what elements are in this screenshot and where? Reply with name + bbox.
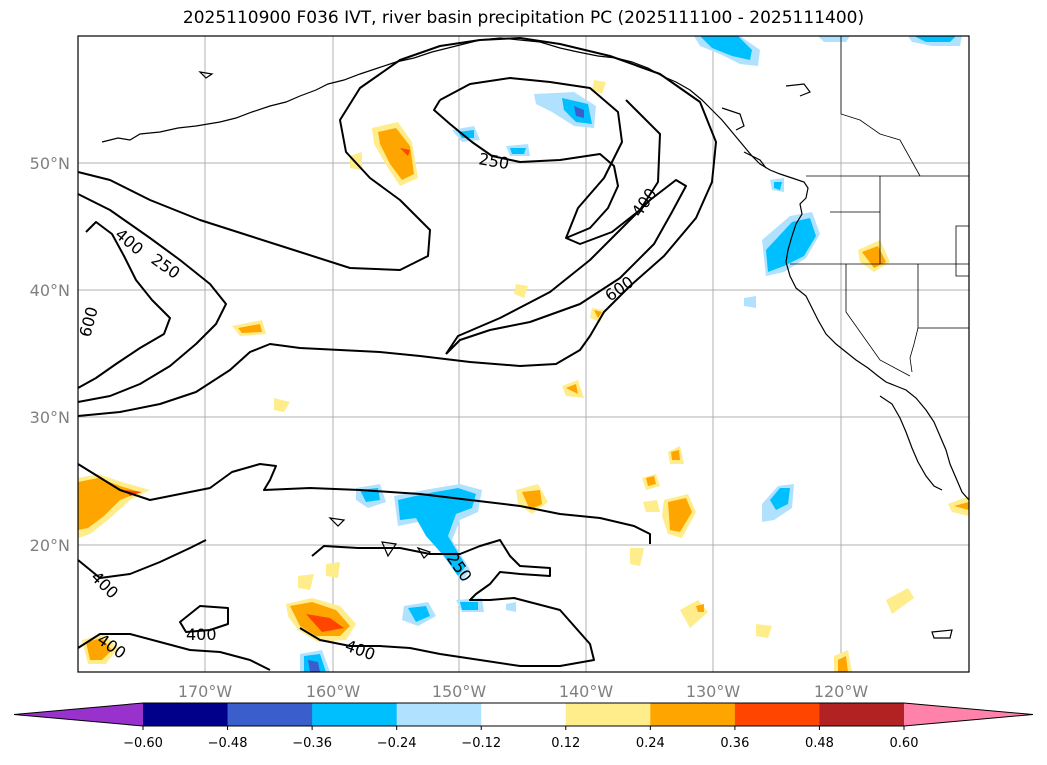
colorbar-swatch bbox=[143, 703, 229, 726]
ivt-contours bbox=[77, 37, 717, 671]
colorbar-extend-low bbox=[14, 703, 143, 726]
colorbar-swatch bbox=[819, 703, 905, 726]
colorbar-swatch bbox=[650, 703, 736, 726]
lon-label: 170°W bbox=[178, 682, 233, 701]
lon-label: 160°W bbox=[306, 682, 361, 701]
map-frame bbox=[77, 35, 970, 673]
colorbar-swatch bbox=[396, 703, 482, 726]
lon-label: 120°W bbox=[814, 682, 869, 701]
colorbar-swatch bbox=[565, 703, 651, 726]
lat-label: 50°N bbox=[30, 154, 70, 173]
colorbar-tick-label: 0.48 bbox=[805, 736, 834, 751]
colorbar-tick-label: −0.48 bbox=[208, 736, 248, 751]
contour-label: 400 bbox=[186, 625, 217, 644]
colorbar-tick-label: −0.36 bbox=[292, 736, 332, 751]
longitude-labels: 170°W 160°W 150°W 140°W 130°W 120°W bbox=[178, 682, 869, 701]
lat-label: 40°N bbox=[30, 281, 70, 300]
lon-label: 150°W bbox=[432, 682, 487, 701]
colorbar-swatch bbox=[734, 703, 820, 726]
lat-label: 20°N bbox=[30, 536, 70, 555]
colorbar-extend-high bbox=[904, 703, 1033, 726]
colorbar-swatch bbox=[227, 703, 313, 726]
map-title: 2025110900 F036 IVT, river basin precipi… bbox=[182, 8, 865, 28]
lon-label: 140°W bbox=[559, 682, 614, 701]
colorbar-swatch bbox=[481, 703, 567, 726]
colorbar-swatch bbox=[312, 703, 398, 726]
colorbar: −0.60 −0.48 −0.36 −0.24 −0.12 0.12 0.24 0.36 0.4… bbox=[13, 702, 1034, 751]
colorbar-tick-label: −0.24 bbox=[377, 736, 417, 751]
lon-label: 130°W bbox=[686, 682, 741, 701]
latitude-labels: 50°N 40°N 30°N 20°N bbox=[30, 154, 70, 555]
lat-label: 30°N bbox=[30, 408, 70, 427]
colorbar-tick-label: −0.60 bbox=[123, 736, 163, 751]
colorbar-tick-label: 0.12 bbox=[551, 736, 580, 751]
colorbar-tick-label: 0.36 bbox=[720, 736, 749, 751]
colorbar-tick-label: −0.12 bbox=[461, 736, 501, 751]
political-borders bbox=[790, 36, 970, 377]
coastlines bbox=[101, 37, 970, 639]
colorbar-tick-label: 0.24 bbox=[636, 736, 665, 751]
colorbar-tick-label: 0.60 bbox=[890, 736, 919, 751]
map-background bbox=[78, 36, 969, 672]
